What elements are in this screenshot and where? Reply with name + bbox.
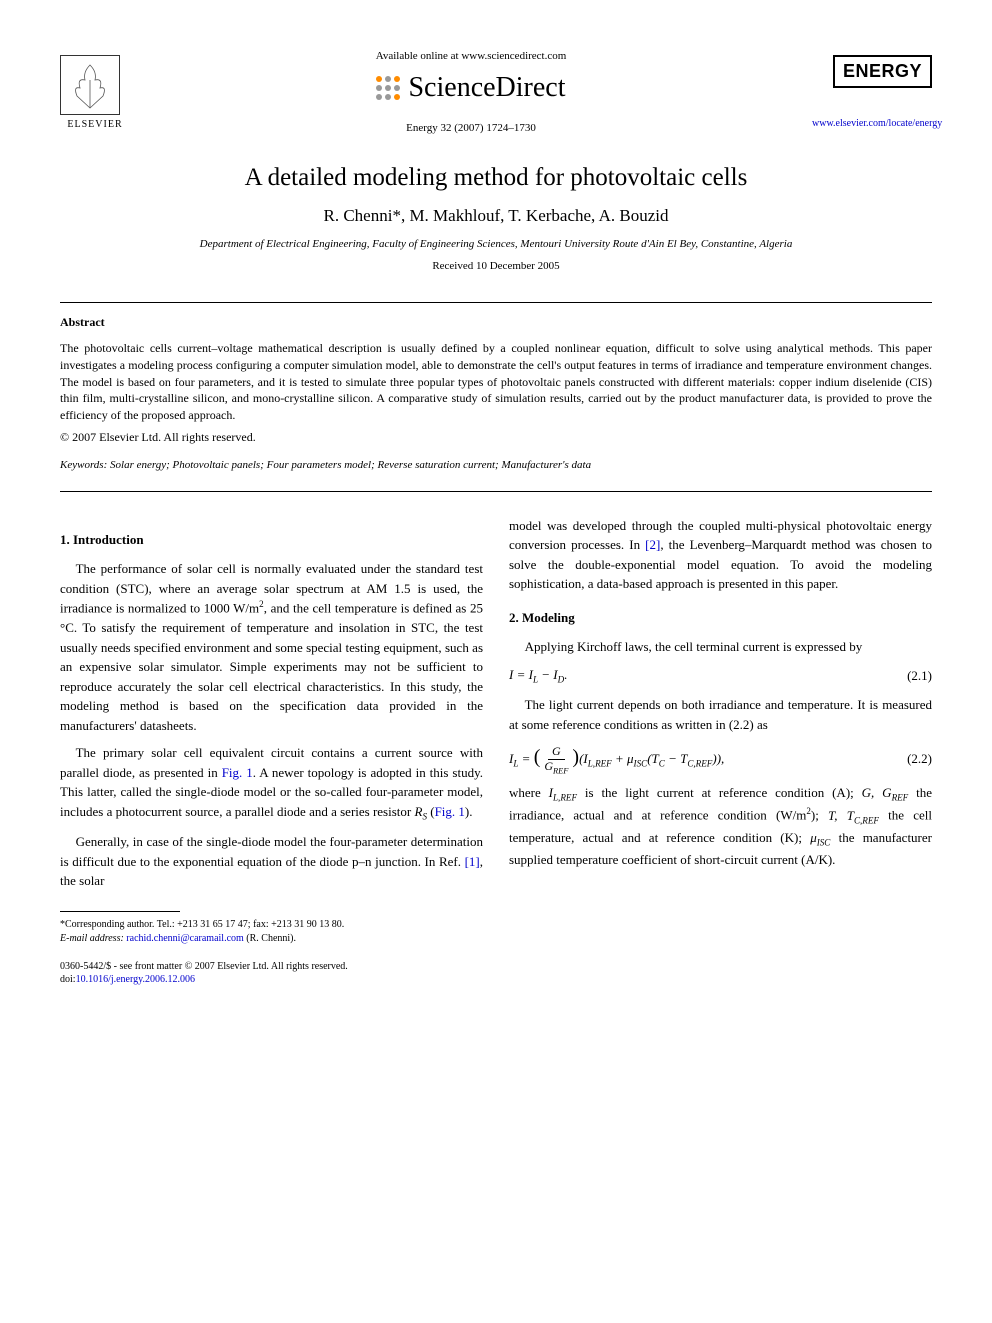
email-line: E-mail address: rachid.chenni@caramail.c… [60, 932, 483, 946]
paper-title: A detailed modeling method for photovolt… [60, 164, 932, 192]
keywords: Keywords: Solar energy; Photovoltaic pan… [60, 459, 932, 471]
sciencedirect-text: ScienceDirect [408, 72, 565, 104]
sciencedirect-logo: ScienceDirect [376, 72, 565, 104]
footnote-block: *Corresponding author. Tel.: +213 31 65 … [60, 918, 483, 946]
affiliation: Department of Electrical Engineering, Fa… [60, 238, 932, 250]
eq-2-2-num: (2.2) [907, 749, 932, 769]
intro-para-2: The primary solar cell equivalent circui… [60, 743, 483, 824]
right-column: model was developed through the coupled … [509, 516, 932, 986]
equation-2-2: IL = (GGREF)(IL,REF + μISC(TC − TC,REF))… [509, 742, 932, 775]
divider-top [60, 302, 932, 303]
modeling-heading: 2. Modeling [509, 608, 932, 628]
journal-reference: Energy 32 (2007) 1724–1730 [130, 122, 812, 134]
ref2-link[interactable]: [2] [645, 537, 660, 552]
journal-box: ENERGY www.elsevier.com/locate/energy [812, 55, 932, 129]
eq-2-2-body: IL = (GGREF)(IL,REF + μISC(TC − TC,REF))… [509, 742, 724, 775]
journal-title-box: ENERGY [833, 55, 932, 88]
two-column-body: 1. Introduction The performance of solar… [60, 516, 932, 986]
modeling-para-1: Applying Kirchoff laws, the cell termina… [509, 637, 932, 657]
journal-url[interactable]: www.elsevier.com/locate/energy [812, 118, 932, 129]
keywords-text: Solar energy; Photovoltaic panels; Four … [110, 459, 591, 471]
received-date: Received 10 December 2005 [60, 260, 932, 272]
doi-label: doi: [60, 974, 76, 985]
keywords-label: Keywords: [60, 459, 107, 471]
intro-para-3: Generally, in case of the single-diode m… [60, 832, 483, 891]
left-column: 1. Introduction The performance of solar… [60, 516, 483, 986]
modeling-para-2: The light current depends on both irradi… [509, 695, 932, 734]
equation-2-1: I = IL − ID. (2.1) [509, 665, 932, 687]
col2-para-1: model was developed through the coupled … [509, 516, 932, 594]
fig1-link-a[interactable]: Fig. 1 [222, 765, 253, 780]
intro-para-1: The performance of solar cell is normall… [60, 559, 483, 735]
doi-line: doi:10.1016/j.energy.2006.12.006 [60, 973, 483, 986]
doi-link[interactable]: 10.1016/j.energy.2006.12.006 [76, 974, 195, 985]
copyright: © 2007 Elsevier Ltd. All rights reserved… [60, 430, 932, 445]
publisher-logo: ELSEVIER [60, 55, 130, 130]
intro-heading: 1. Introduction [60, 530, 483, 550]
ref1-link[interactable]: [1] [465, 854, 480, 869]
footnote-separator [60, 911, 180, 912]
divider-bottom [60, 491, 932, 492]
doi-block: 0360-5442/$ - see front matter © 2007 El… [60, 960, 483, 986]
center-header: Available online at www.sciencedirect.co… [130, 50, 812, 134]
sciencedirect-dots-icon [376, 76, 400, 100]
email-label: E-mail address: [60, 933, 124, 944]
abstract-label: Abstract [60, 315, 932, 330]
front-matter-text: 0360-5442/$ - see front matter © 2007 El… [60, 960, 483, 973]
eq-2-1-body: I = IL − ID. [509, 665, 567, 687]
available-online-text: Available online at www.sciencedirect.co… [130, 50, 812, 62]
email-link[interactable]: rachid.chenni@caramail.com [126, 933, 244, 944]
elsevier-tree-icon [60, 55, 120, 115]
email-author-name: (R. Chenni). [246, 933, 296, 944]
authors: R. Chenni*, M. Makhlouf, T. Kerbache, A.… [60, 206, 932, 226]
fig1-link-b[interactable]: Fig. 1 [435, 804, 465, 819]
eq-2-1-num: (2.1) [907, 666, 932, 686]
corresponding-author: *Corresponding author. Tel.: +213 31 65 … [60, 918, 483, 932]
abstract-text: The photovoltaic cells current–voltage m… [60, 340, 932, 424]
modeling-para-3: where IL,REF is the light current at ref… [509, 783, 932, 870]
publisher-name: ELSEVIER [60, 119, 130, 130]
header-row: ELSEVIER Available online at www.science… [60, 50, 932, 134]
